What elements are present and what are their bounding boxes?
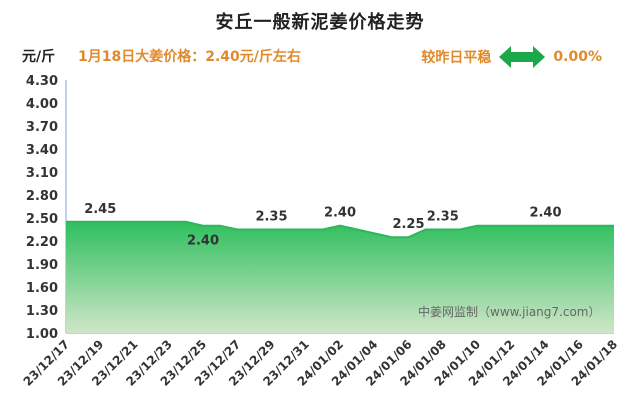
compare-label: 较昨日平稳 — [421, 50, 492, 66]
y-tick-label: 3.10 — [26, 166, 58, 181]
compare-value: 0.00% — [553, 49, 602, 65]
data-label: 2.35 — [255, 210, 287, 225]
y-tick-label: 4.00 — [26, 97, 58, 112]
data-label: 2.35 — [427, 210, 459, 225]
price-line — [66, 220, 614, 239]
data-label: 2.40 — [529, 206, 561, 221]
y-tick-label: 1.60 — [26, 281, 58, 296]
compare-block: 较昨日平稳 0.00% — [421, 46, 602, 68]
y-tick-label: 4.30 — [26, 74, 58, 89]
double-arrow-icon — [499, 46, 546, 68]
y-tick-label: 3.40 — [26, 143, 58, 158]
y-tick-label: 1.00 — [26, 327, 58, 342]
y-tick-label: 2.20 — [26, 235, 58, 250]
data-label: 2.25 — [392, 217, 424, 232]
y-tick-label: 1.30 — [26, 304, 58, 319]
y-tick-label: 2.50 — [26, 212, 58, 227]
chart-title: 安丘一般新泥姜价格走势 — [215, 12, 425, 33]
data-label: 2.45 — [84, 202, 116, 217]
data-label: 2.40 — [324, 206, 356, 221]
y-tick-label: 3.70 — [26, 120, 58, 135]
y-tick-label: 1.90 — [26, 258, 58, 273]
price-area — [66, 221, 614, 333]
price-note: 1月18日大姜价格：2.40元/斤左右 — [78, 49, 301, 65]
watermark: 中姜网监制（www.jiang7.com） — [418, 304, 600, 319]
data-label: 2.40 — [187, 234, 219, 249]
unit-label: 元/斤 — [22, 49, 56, 65]
y-tick-label: 2.80 — [26, 189, 58, 204]
